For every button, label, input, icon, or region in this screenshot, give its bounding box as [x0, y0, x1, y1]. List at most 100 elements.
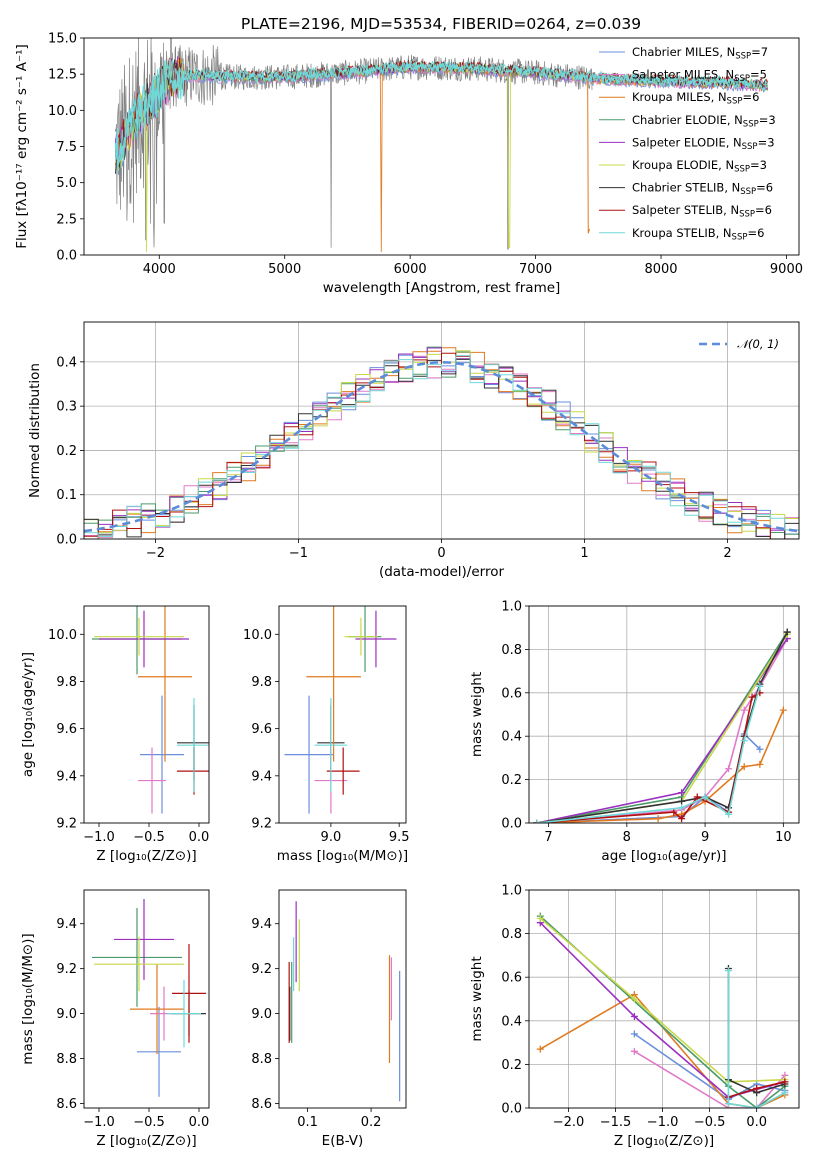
series-marker: [701, 793, 709, 801]
data-point: [284, 695, 334, 814]
x-tick-label: 0.0: [746, 1115, 767, 1130]
data-point: [138, 606, 192, 762]
x-axis-label: mass [log₁₀(M/M⊙)]: [277, 848, 408, 864]
mass_weight_vs_age-lines: [533, 628, 791, 823]
spectrum-axes: 4000 5000 6000 7000 8000 9000 0.0 2.5 5.0 7.5 10.0…: [14, 32, 803, 297]
data-point: [355, 610, 397, 668]
age_vs_Z-points: [92, 606, 209, 814]
legend-label: Chabrier STELIB, NSSP=6: [632, 181, 773, 198]
y-tick-label: 9.2: [251, 817, 272, 832]
x-tick-label: 4000: [143, 262, 176, 277]
data-point: [344, 617, 378, 656]
histogram-frame: [83, 321, 800, 540]
model-spectrum-kroupa-stelib: [114, 59, 768, 173]
x-axis-label: wavelength [Angstrom, rest frame]: [323, 280, 561, 296]
series-marker: [536, 1045, 544, 1053]
series-marker: [630, 1030, 638, 1038]
series-line: [536, 631, 788, 823]
data-point: [114, 898, 174, 980]
series-line: [536, 732, 761, 823]
x-axis-label: Z [log₁₀(Z/Z⊙)]: [614, 1133, 714, 1149]
y-axis-label: mass [log₁₀(M/M⊙)]: [20, 933, 36, 1064]
legend-label: Kroupa STELIB, NSSP=6: [632, 226, 764, 243]
legend-label: Salpeter MILES, NSSP=5: [632, 68, 767, 85]
series-marker: [756, 682, 764, 690]
series-marker: [753, 1104, 761, 1108]
series-line: [536, 633, 788, 823]
x-tick-label: 0: [437, 546, 445, 561]
mass_weight_vs_Z-frame: [528, 889, 800, 1109]
y-tick-label: 12.5: [48, 68, 77, 83]
x-axis-label: Z [log₁₀(Z/Z⊙)]: [96, 1133, 196, 1149]
series-marker: [725, 765, 733, 773]
series-marker: [740, 706, 748, 714]
x-tick-label: −0.5: [133, 830, 165, 845]
data-point: [167, 979, 201, 1048]
series-line: [536, 686, 761, 823]
x-tick-label: −1.0: [83, 830, 115, 845]
data-point: [99, 610, 189, 668]
x-tick-label: −1.0: [647, 1115, 679, 1130]
y-tick-label: 15.0: [48, 32, 77, 47]
y-axis-label: mass weight: [469, 956, 485, 1041]
legend-label: Kroupa ELODIE, NSSP=3: [632, 158, 767, 175]
y-tick-label: 0.8: [501, 643, 522, 658]
y-tick-label: 0.4: [501, 1014, 522, 1029]
series: [533, 689, 764, 823]
gaussian-legend-label: 𝒩(0, 1): [737, 337, 779, 351]
y-axis-label: mass weight: [469, 672, 485, 757]
x-tick-label: −2.0: [553, 1115, 585, 1130]
model-spectrum-line: [114, 57, 768, 253]
age_vs_mass-frame: [278, 605, 407, 824]
y-tick-label: 0.4: [501, 730, 522, 745]
spectrum-legend: Chabrier MILES, NSSP=7 Salpeter MILES, NS…: [599, 45, 776, 242]
x-tick-label: 0.1: [297, 1115, 318, 1130]
series: [533, 682, 764, 823]
observed-spectrum: [115, 38, 593, 250]
mass_weight_vs_Z-lines: [536, 912, 789, 1108]
y-tick-label: 10.0: [243, 628, 272, 643]
mass_vs_Z-frame: [83, 889, 210, 1109]
histogram-step-line: [84, 352, 799, 539]
data-point: [314, 697, 348, 793]
data-point: [130, 964, 184, 1055]
data-point: [94, 617, 184, 656]
y-tick-label: 0.0: [501, 817, 522, 832]
y-tick-label: 10.0: [48, 628, 77, 643]
legend-label: Salpeter STELIB, NSSP=6: [632, 203, 772, 220]
series-marker: [740, 737, 748, 745]
y-tick-label: 10.0: [48, 104, 77, 119]
x-axis-label: (data-model)/error: [379, 564, 505, 580]
mass_vs_Z-points: [92, 898, 206, 1097]
series-line: [633, 1033, 786, 1101]
series: [724, 967, 789, 1108]
x-tick-label: 6000: [394, 262, 427, 277]
data-point: [326, 747, 360, 795]
age_vs_Z-axes: −1.0 −0.5 0.0 9.2 9.4 9.6 9.8 10.0 Z [log₁₀(Z/Z⊙…: [20, 628, 209, 864]
legend-label: Kroupa MILES, NSSP=6: [632, 90, 759, 107]
x-tick-label: −1: [289, 546, 308, 561]
spectrum-lines: [114, 38, 769, 253]
series: [724, 1078, 789, 1101]
series-marker: [783, 628, 791, 636]
x-tick-label: 9.5: [389, 830, 410, 845]
x-axis-label: E(B-V): [322, 1133, 364, 1149]
mass_vs_ebv-axes: 0.1 0.2 8.6 8.8 9.0 9.2 9.4 E(B-V): [251, 917, 381, 1149]
y-tick-label: 8.6: [251, 1097, 272, 1112]
series-marker: [756, 745, 764, 753]
series-marker: [670, 808, 678, 816]
data-point: [177, 697, 209, 793]
data-point: [94, 937, 184, 992]
y-tick-label: 0.4: [56, 355, 77, 370]
legend-label: Chabrier ELODIE, NSSP=3: [632, 113, 776, 130]
x-tick-label: 10: [775, 830, 792, 845]
y-tick-label: 0.0: [501, 1102, 522, 1117]
x-tick-label: 9: [701, 830, 709, 845]
series-marker: [724, 1100, 732, 1108]
data-point: [140, 695, 184, 814]
age_vs_mass-axes: 9.0 9.5 9.2 9.4 9.6 9.8 10.0 mass [log₁₀(M/M⊙)]: [243, 628, 409, 864]
mass_weight_vs_age-frame: [528, 605, 800, 824]
legend-label: Chabrier MILES, NSSP=7: [632, 45, 768, 62]
y-tick-label: 9.8: [251, 675, 272, 690]
